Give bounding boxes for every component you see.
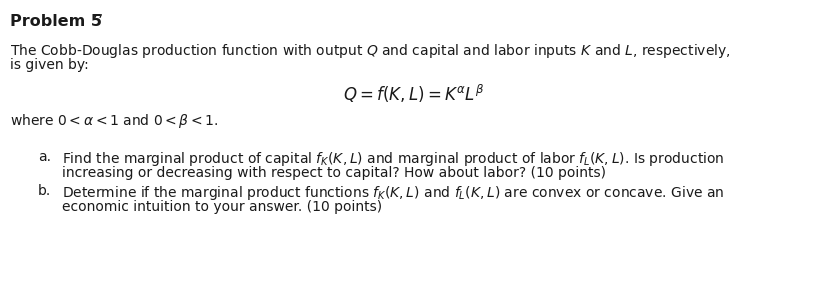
Text: The Cobb-Douglas production function with output $Q$ and capital and labor input: The Cobb-Douglas production function wit…	[10, 42, 729, 60]
Text: is given by:: is given by:	[10, 58, 88, 72]
Text: Find the marginal product of capital $f_K(K, L)$ and marginal product of labor $: Find the marginal product of capital $f_…	[62, 150, 724, 168]
Text: Determine if the marginal product functions $f_K(K, L)$ and $f_L(K, L)$ are conv: Determine if the marginal product functi…	[62, 184, 724, 202]
Text: b.: b.	[38, 184, 51, 198]
Text: economic intuition to your answer. (10 points): economic intuition to your answer. (10 p…	[62, 200, 382, 214]
Text: $Q = f(K, L) = K^{\alpha}L^{\beta}$: $Q = f(K, L) = K^{\alpha}L^{\beta}$	[343, 82, 484, 105]
Text: ’’: ’’	[88, 14, 103, 29]
Text: increasing or decreasing with respect to capital? How about labor? (10 points): increasing or decreasing with respect to…	[62, 166, 605, 180]
Text: where $0 < \alpha < 1$ and $0 < \beta < 1$.: where $0 < \alpha < 1$ and $0 < \beta < …	[10, 112, 218, 130]
Text: a.: a.	[38, 150, 51, 164]
Text: Problem 5: Problem 5	[10, 14, 102, 29]
